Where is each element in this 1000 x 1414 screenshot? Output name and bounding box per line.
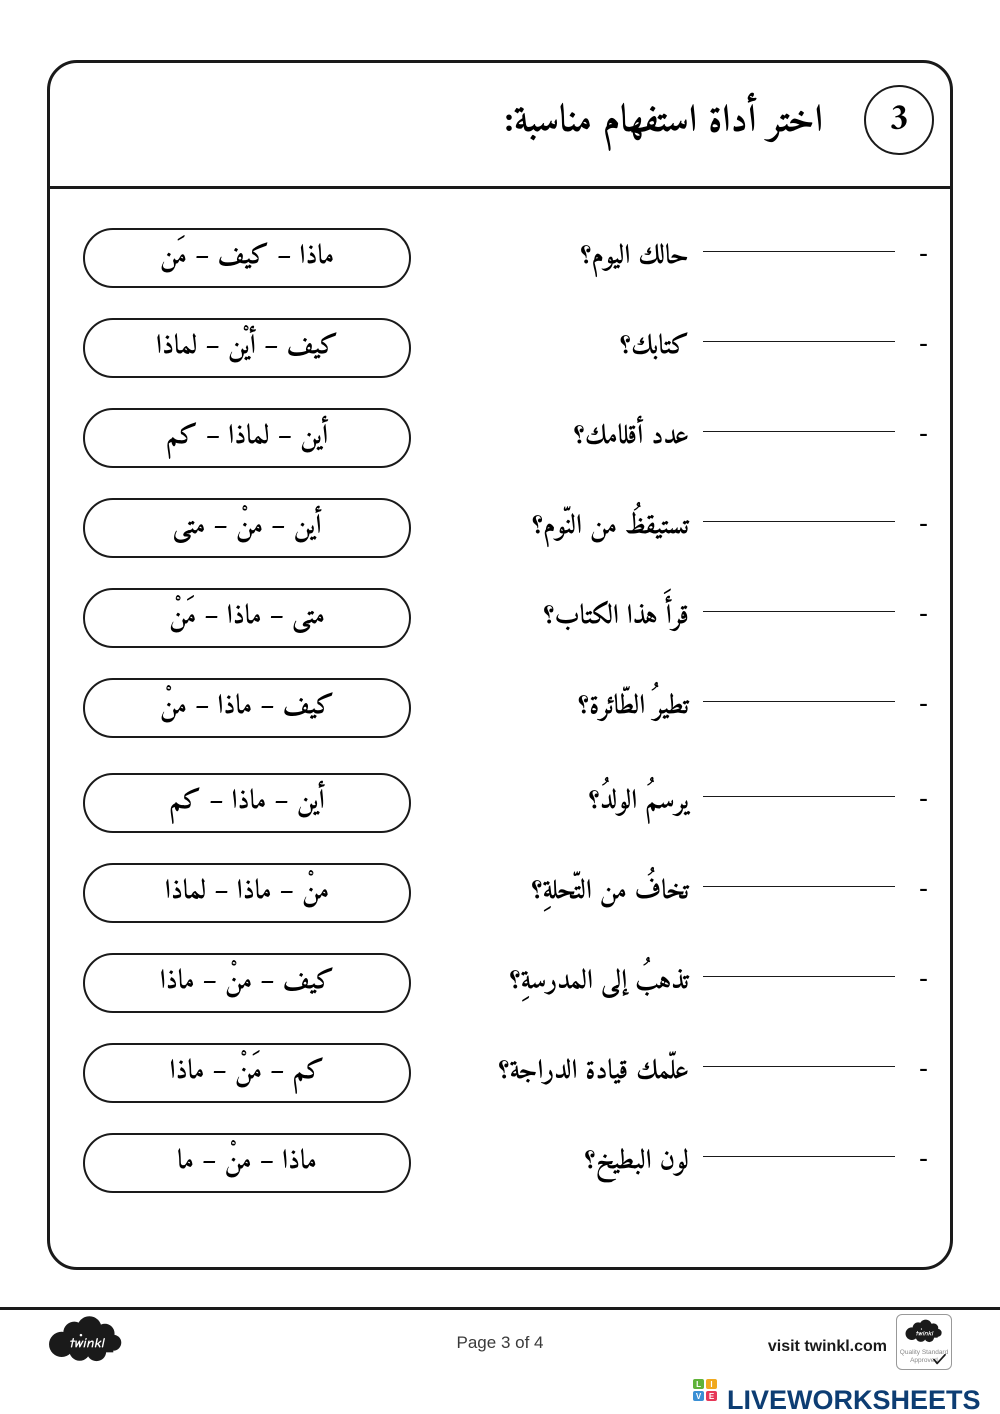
svg-text:twinkl: twinkl [916,1329,934,1337]
